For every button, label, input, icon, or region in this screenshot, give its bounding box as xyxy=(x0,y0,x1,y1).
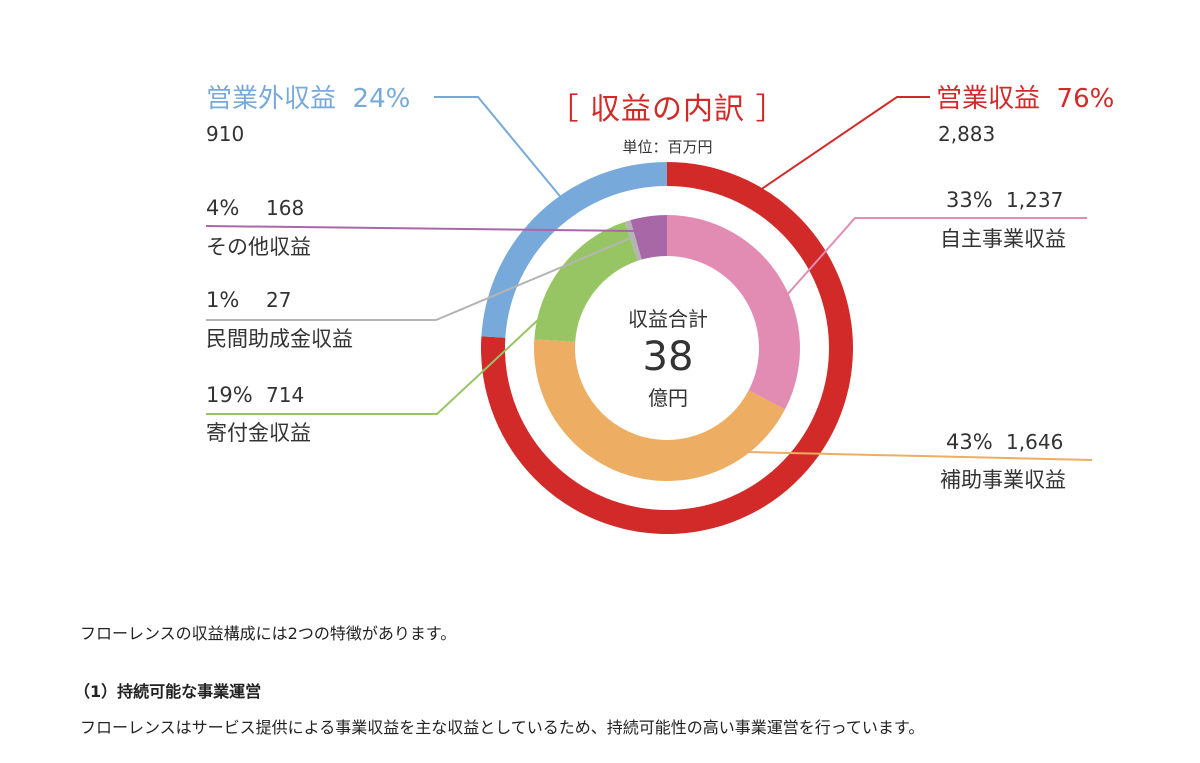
leader-operating xyxy=(756,96,930,193)
inner-slice-2 xyxy=(534,221,638,343)
non-operating-value: 910 xyxy=(206,122,245,146)
chart-title-block: ［ 収益の内訳 ］ 単位：百万円 xyxy=(545,84,790,157)
leader-private-grant xyxy=(206,236,634,321)
leader-other xyxy=(205,225,651,233)
operating-name: 営業収益 xyxy=(936,84,1041,114)
label-operating-revenue: 営業収益 76% xyxy=(936,86,1114,112)
chart-center-total: 収益合計 38 億円 xyxy=(588,303,748,411)
leader-donation xyxy=(206,286,574,415)
subsidy-business-value: 1,646 xyxy=(1006,430,1064,454)
section-paragraph: フローレンスはサービス提供による事業収益を主な収益としているため、持続可能性の高… xyxy=(80,718,925,737)
donut-chart-graphic xyxy=(205,96,1093,535)
self-business-name: 自主事業収益 xyxy=(940,227,1066,251)
self-business-percent: 33% xyxy=(946,188,993,212)
leader-non-operating xyxy=(434,96,561,197)
section-heading: （1）持続可能な事業運営 xyxy=(74,682,262,701)
inner-slice-1 xyxy=(534,339,786,482)
operating-value: 2,883 xyxy=(938,122,996,146)
subsidy-business-name: 補助事業収益 xyxy=(940,468,1066,492)
label-donation-top: 19% 714 xyxy=(206,385,304,406)
label-subsidy-business-top: 43% 1,646 xyxy=(946,432,1063,453)
center-total-unit: 億円 xyxy=(648,386,688,410)
label-non-operating-revenue: 営業外収益 24% xyxy=(206,86,410,112)
donation-name: 寄付金収益 xyxy=(206,421,311,445)
private-grant-percent: 1% xyxy=(206,288,240,312)
self-business-value: 1,237 xyxy=(1006,188,1064,212)
center-total-label: 収益合計 xyxy=(628,307,708,331)
other-percent: 4% xyxy=(206,196,240,220)
inner-slice-0 xyxy=(667,215,801,410)
other-name: その他収益 xyxy=(206,235,311,259)
description-text: フローレンスの収益構成には2つの特徴があります。 （1）持続可能な事業運営 フロ… xyxy=(74,620,1140,738)
operating-percent: 76% xyxy=(1056,84,1115,114)
intro-paragraph: フローレンスの収益構成には2つの特徴があります。 xyxy=(80,624,457,643)
chart-unit-label: 単位：百万円 xyxy=(622,138,713,156)
non-operating-name: 営業外収益 xyxy=(206,84,337,114)
leader-subsidy-business xyxy=(618,448,1093,461)
label-self-business-top: 33% 1,237 xyxy=(946,190,1063,211)
private-grant-name: 民間助成金収益 xyxy=(206,327,353,351)
center-total-value: 38 xyxy=(642,334,694,380)
subsidy-business-percent: 43% xyxy=(946,430,993,454)
donation-value: 714 xyxy=(266,383,305,407)
label-private-grant-top: 1% 27 xyxy=(206,290,291,311)
private-grant-value: 27 xyxy=(266,288,292,312)
label-other-revenue-top: 4% 168 xyxy=(206,198,304,219)
revenue-breakdown-chart: ［ 収益の内訳 ］ 単位：百万円 収益合計 38 億円 営業外収益 24% 91… xyxy=(205,84,1114,535)
other-value: 168 xyxy=(266,196,305,220)
leader-self-business xyxy=(771,217,1087,312)
outer-slice-1 xyxy=(481,162,667,338)
donation-percent: 19% xyxy=(206,383,253,407)
chart-title: ［ 収益の内訳 ］ xyxy=(548,92,787,127)
inner-slice-4 xyxy=(630,215,667,260)
non-operating-percent: 24% xyxy=(352,84,411,114)
